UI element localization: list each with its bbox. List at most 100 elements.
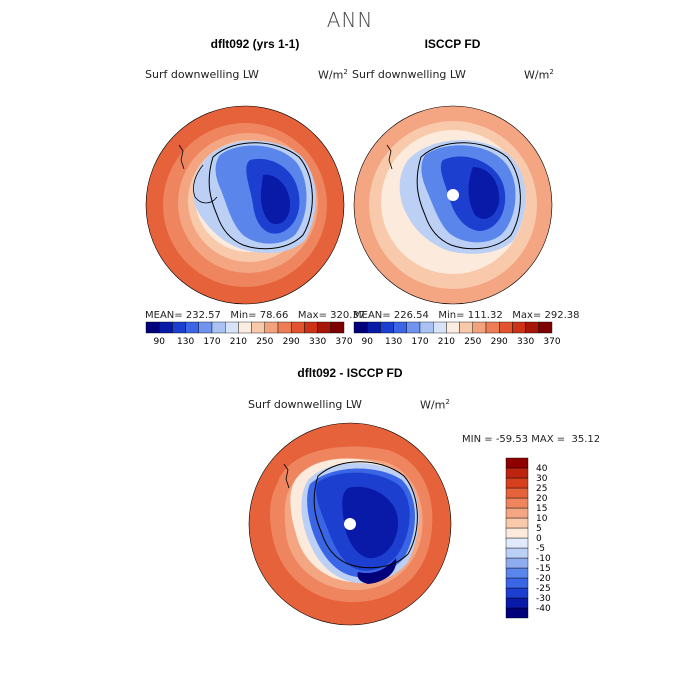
diff-colorbar-tick-label: -15 [536, 564, 551, 574]
diff-deep-patch [357, 558, 397, 584]
diff-colorbar-tick-label: 25 [536, 484, 547, 494]
panel2-stats: MEAN= 226.54 Min= 111.32 Max= 292.38 [353, 310, 580, 321]
diff-colorbar-swatch [505, 577, 529, 589]
diff-colorbar-swatch [505, 537, 529, 549]
panel1-colorbar-swatch [264, 321, 279, 334]
panel2-map [353, 105, 553, 305]
panel2-colorbar-tick-label: 290 [491, 337, 508, 347]
diff-colorbar-swatch [505, 597, 529, 609]
diff-colorbar-tick-label: -40 [536, 604, 551, 614]
panel1-colorbar-swatch [290, 321, 305, 334]
panel1-antarctica-center [260, 174, 290, 225]
main-title: ANN [326, 8, 374, 32]
panel2-units: W/m2 [524, 68, 554, 82]
diff-colorbar-tick-label: -25 [536, 584, 551, 594]
diff-colorbar-tick-label: -10 [536, 554, 551, 564]
diff-colorbar-swatch [505, 497, 529, 509]
panel2-pole-hole [447, 189, 459, 201]
diff-colorbar-tick-label: -30 [536, 594, 551, 604]
panel1-colorbar-swatch [238, 321, 252, 334]
diff-title: dflt092 - ISCCP FD [297, 366, 403, 380]
panel1-colorbar-tick-label: 290 [283, 337, 300, 347]
panel1-stats: MEAN= 232.57 Min= 78.66 Max= 320.37 [145, 310, 366, 321]
diff-antarctica-center [342, 486, 398, 559]
panel2-colorbar-swatch [366, 321, 381, 334]
panel2-colorbar-tick-label: 90 [361, 337, 373, 347]
diff-colorbar-tick-label: 5 [536, 524, 542, 534]
panel2-colorbar-swatch [380, 321, 394, 334]
panel2-colorbar-tick-label: 250 [464, 337, 481, 347]
panel1-colorbar-swatch [145, 321, 160, 334]
diff-colorbar-tick-label: 0 [536, 534, 542, 544]
panel1-colorbar-tick-label: 210 [230, 337, 247, 347]
panel1-colorbar-swatch [251, 321, 265, 334]
diff-colorbar-swatch [505, 457, 529, 469]
panel2-colorbar-swatch [406, 321, 421, 334]
panel2-colorbar-tick-label: 130 [385, 337, 402, 347]
diff-colorbar-swatch [505, 567, 529, 579]
diff-field-label: Surf downwelling LW [248, 398, 362, 411]
diff-colorbar-swatch [505, 607, 529, 619]
panel2-colorbar-swatch [498, 321, 513, 334]
diff-colorbar-swatch [505, 467, 529, 479]
panel2-colorbar-swatch [419, 321, 434, 334]
diff-colorbar-swatch [505, 507, 529, 519]
panel2-colorbar-swatch [446, 321, 460, 334]
panel1-colorbar-swatch [172, 321, 186, 334]
panel1-colorbar-swatch [277, 321, 292, 334]
panel1-colorbar-tick-label: 170 [203, 337, 220, 347]
panel2-colorbar-swatch [353, 321, 368, 334]
panel2-colorbar-tick-label: 370 [543, 337, 560, 347]
diff-colorbar-tick-label: 10 [536, 514, 548, 524]
diff-pole-hole [344, 518, 356, 530]
panel2-colorbar-swatch [538, 321, 553, 334]
diff-colorbar-swatch [505, 527, 529, 539]
diff-colorbar-tick-label: 40 [536, 464, 548, 474]
diff-colorbar-swatch [505, 517, 529, 529]
panel2-title: ISCCP FD [424, 37, 481, 51]
panel1-colorbar-swatch [224, 321, 239, 334]
diff-colorbar-swatch [505, 547, 529, 559]
panel1-colorbar: 90 130 170 210 250 290 330 370 [145, 321, 353, 347]
diff-colorbar-tick-label: -20 [536, 574, 551, 584]
diff-colorbar-swatch [505, 487, 529, 499]
panel2-colorbar-swatch [459, 321, 473, 334]
panel2-colorbar-swatch [472, 321, 487, 334]
panel1-map [145, 105, 345, 305]
panel2-antarctica-center [468, 167, 500, 219]
panel2-colorbar-swatch [432, 321, 447, 334]
panel2-colorbar-swatch [512, 321, 526, 334]
panel1-title: dflt092 (yrs 1-1) [210, 37, 300, 51]
panel1-colorbar-swatch [304, 321, 318, 334]
diff-south-america [283, 463, 290, 489]
panel2-colorbar-swatch [485, 321, 500, 334]
diff-colorbar-swatch [505, 557, 529, 569]
panel1-colorbar-tick-label: 90 [153, 337, 165, 347]
panel2-south-america [386, 144, 393, 170]
panel1-colorbar-tick-label: 130 [177, 337, 194, 347]
diff-colorbar-swatch [505, 477, 529, 489]
panel1-colorbar-tick-label: 330 [309, 337, 326, 347]
diff-colorbar-tick-label: 20 [536, 494, 548, 504]
diff-coastline [313, 461, 418, 569]
panel1-colorbar-swatch [317, 321, 332, 334]
diff-minmax: MIN = -59.53 MAX = 35.12 [462, 434, 601, 445]
panel2-field-label: Surf downwelling LW [352, 68, 466, 81]
panel1-colorbar-swatch [158, 321, 173, 334]
panel1-colorbar-swatch [330, 321, 345, 334]
panel1-colorbar-tick-label: 250 [256, 337, 273, 347]
diff-colorbar-swatch [505, 587, 529, 599]
panel2-colorbar-tick-label: 210 [438, 337, 455, 347]
panel1-colorbar-swatch [198, 321, 213, 334]
diff-colorbar-tick-label: 15 [536, 504, 547, 514]
diff-colorbar-tick-label: -5 [536, 544, 545, 554]
panel1-peninsula [193, 164, 218, 204]
diff-units: W/m2 [420, 398, 450, 412]
panel2-colorbar-swatch [525, 321, 540, 334]
panel1-units: W/m2 [318, 68, 348, 82]
panel2-colorbar-swatch [393, 321, 407, 334]
panel1-colorbar-swatch [211, 321, 226, 334]
panel2-coastline [416, 142, 521, 250]
diff-map [248, 422, 452, 626]
